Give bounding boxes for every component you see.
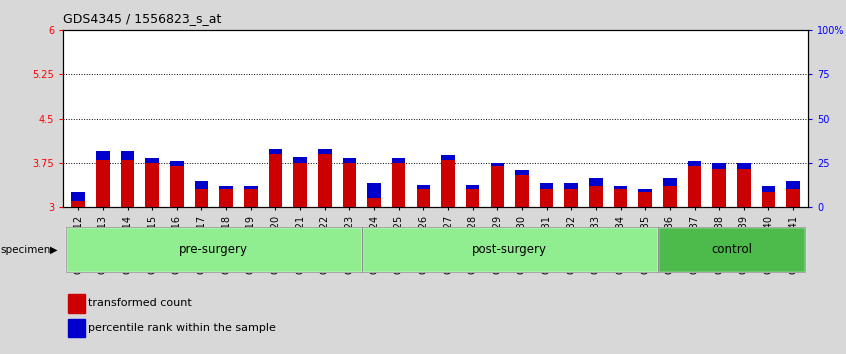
Bar xyxy=(491,163,504,166)
Bar xyxy=(663,187,677,207)
Bar xyxy=(540,189,553,207)
Bar xyxy=(66,228,362,272)
Bar xyxy=(639,192,652,207)
Bar xyxy=(68,294,85,313)
Bar xyxy=(170,161,184,166)
Bar xyxy=(68,319,85,337)
Bar xyxy=(71,192,85,201)
Bar xyxy=(761,187,775,192)
Bar xyxy=(564,189,578,207)
Bar xyxy=(540,183,553,189)
Bar xyxy=(343,163,356,207)
Text: post-surgery: post-surgery xyxy=(472,243,547,256)
Bar xyxy=(367,198,381,207)
Bar xyxy=(515,175,529,207)
Bar xyxy=(737,163,750,169)
Bar xyxy=(66,228,362,272)
Bar xyxy=(294,163,307,207)
Text: pre-surgery: pre-surgery xyxy=(179,243,249,256)
Bar xyxy=(688,161,701,166)
Bar xyxy=(663,178,677,187)
Bar xyxy=(787,181,800,189)
Bar xyxy=(96,151,110,160)
Bar xyxy=(96,160,110,207)
Bar xyxy=(737,169,750,207)
Bar xyxy=(712,163,726,169)
Bar xyxy=(614,187,628,189)
Bar xyxy=(362,228,657,272)
Bar xyxy=(318,154,332,207)
Bar xyxy=(564,183,578,189)
Bar xyxy=(657,228,805,272)
Bar xyxy=(466,189,480,207)
Bar xyxy=(416,189,430,207)
Bar xyxy=(712,169,726,207)
Bar xyxy=(269,154,283,207)
Bar xyxy=(589,187,602,207)
Bar xyxy=(362,228,657,272)
Bar xyxy=(442,155,455,160)
Bar xyxy=(466,185,480,189)
Bar xyxy=(343,158,356,163)
Text: percentile rank within the sample: percentile rank within the sample xyxy=(88,323,277,333)
Bar xyxy=(121,151,135,160)
Bar xyxy=(657,228,805,272)
Bar xyxy=(589,178,602,187)
Bar xyxy=(294,157,307,163)
Bar xyxy=(170,166,184,207)
Text: ▶: ▶ xyxy=(50,245,58,255)
Bar xyxy=(244,187,257,189)
Bar xyxy=(121,160,135,207)
Bar xyxy=(367,183,381,198)
Text: specimen: specimen xyxy=(1,245,52,255)
Bar xyxy=(195,181,208,189)
Bar xyxy=(442,160,455,207)
Bar xyxy=(639,189,652,192)
Text: transformed count: transformed count xyxy=(88,298,192,308)
Bar xyxy=(392,163,405,207)
Bar xyxy=(219,189,233,207)
Bar xyxy=(195,189,208,207)
Bar xyxy=(269,149,283,154)
Bar xyxy=(515,170,529,175)
Bar xyxy=(146,158,159,163)
Bar xyxy=(244,189,257,207)
Bar xyxy=(614,189,628,207)
Bar xyxy=(146,163,159,207)
Text: GDS4345 / 1556823_s_at: GDS4345 / 1556823_s_at xyxy=(63,12,222,25)
Bar xyxy=(392,158,405,163)
Bar xyxy=(787,189,800,207)
Bar xyxy=(219,187,233,189)
Bar xyxy=(761,192,775,207)
Bar xyxy=(688,166,701,207)
Bar xyxy=(71,201,85,207)
Bar xyxy=(491,166,504,207)
Bar xyxy=(318,149,332,154)
Text: control: control xyxy=(711,243,752,256)
Bar xyxy=(416,185,430,189)
